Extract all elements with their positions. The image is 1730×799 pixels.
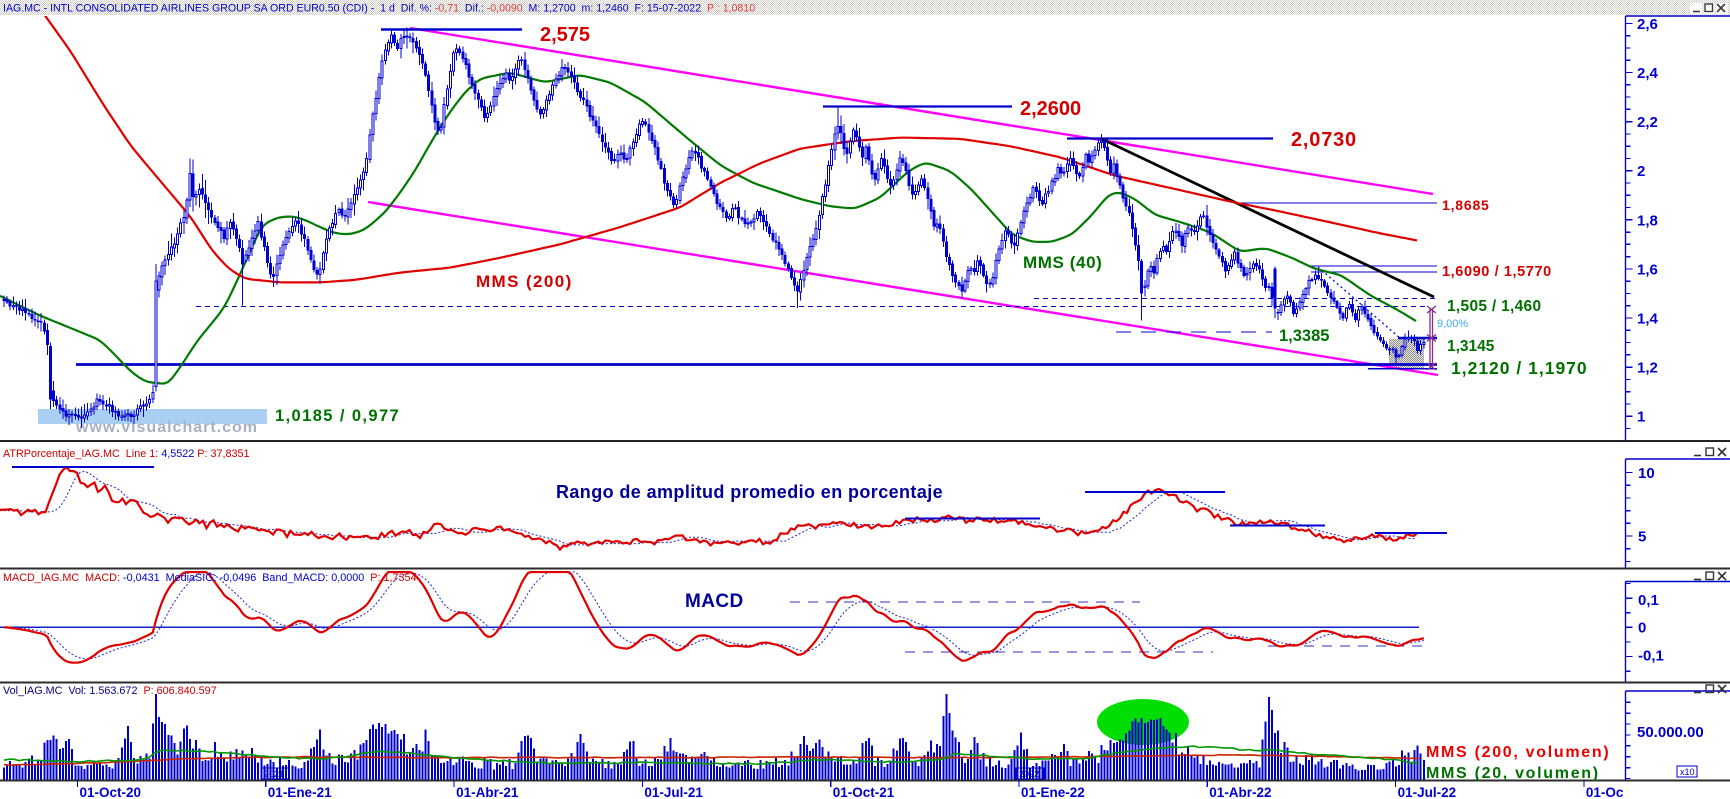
svg-text:MACD_IAG.MC MACD: -0,0431 Me: MACD_IAG.MC MACD: -0,0431 MediaSIG: -0,0… (3, 572, 417, 584)
svg-text:1,4: 1,4 (1637, 311, 1659, 328)
svg-text:MMS (200): MMS (200) (476, 272, 573, 291)
svg-text:1,0185 / 0,977: 1,0185 / 0,977 (275, 407, 400, 425)
svg-text:ATRPorcentaje_IAG.MC Line 1:: ATRPorcentaje_IAG.MC Line 1: 4,5522 P: 3… (3, 448, 250, 460)
svg-text:Vol_IAG.MC Vol: 1.563.672 P:: Vol_IAG.MC Vol: 1.563.672 P: 606.840.597 (3, 685, 217, 697)
svg-text:01-Abr-22: 01-Abr-22 (1209, 785, 1271, 799)
svg-text:9,00%: 9,00% (1437, 318, 1468, 330)
svg-text:1: 1 (1637, 409, 1645, 426)
svg-text:1,8: 1,8 (1637, 212, 1658, 229)
svg-text:MMS (20, volumen): MMS (20, volumen) (1426, 765, 1600, 782)
svg-text:0,1: 0,1 (1638, 592, 1659, 609)
svg-text:01-Ene-21: 01-Ene-21 (268, 785, 332, 799)
svg-text:www.visualchart.com: www.visualchart.com (75, 419, 258, 436)
svg-text:01-Jul-21: 01-Jul-21 (644, 785, 703, 799)
svg-text:2,0730: 2,0730 (1291, 129, 1357, 151)
svg-text:1,3145: 1,3145 (1447, 338, 1495, 355)
svg-text:MMS (200, volumen): MMS (200, volumen) (1426, 744, 1610, 761)
svg-text:1,2120 / 1,1970: 1,2120 / 1,1970 (1451, 358, 1588, 378)
svg-text:2,2: 2,2 (1637, 114, 1658, 131)
svg-text:01-Oc: 01-Oc (1586, 785, 1624, 799)
svg-text:MACD: MACD (685, 591, 744, 612)
svg-text:1,2: 1,2 (1637, 360, 1658, 377)
svg-text:50.000.00: 50.000.00 (1637, 724, 1704, 741)
svg-text:-0,1: -0,1 (1638, 648, 1664, 665)
svg-text:Rango de amplitud promedio en: Rango de amplitud promedio en porcentaje (556, 482, 943, 502)
svg-text:2,6: 2,6 (1637, 16, 1658, 33)
svg-text:1,6090 / 1,5770: 1,6090 / 1,5770 (1442, 264, 1552, 280)
svg-text:x10: x10 (1680, 767, 1695, 777)
svg-text:2,575: 2,575 (540, 24, 590, 46)
svg-text:1,3385: 1,3385 (1279, 327, 1329, 345)
svg-text:01-Jul-22: 01-Jul-22 (1398, 785, 1457, 799)
svg-text:1,505 / 1,460: 1,505 / 1,460 (1447, 298, 1541, 315)
svg-text:1,6: 1,6 (1637, 261, 1658, 278)
svg-text:0: 0 (1638, 620, 1646, 637)
svg-text:2: 2 (1637, 163, 1645, 180)
svg-text:01-Oct-20: 01-Oct-20 (80, 785, 142, 799)
svg-text:01-Abr-21: 01-Abr-21 (456, 785, 519, 799)
svg-text:01-Ene-22: 01-Ene-22 (1021, 785, 1085, 799)
svg-text:2022: 2022 (1019, 769, 1039, 779)
svg-text:IAG.MC - INTL CONSOLIDATED AIR: IAG.MC - INTL CONSOLIDATED AIRLINES GROU… (3, 3, 755, 15)
svg-text:1,8685: 1,8685 (1442, 197, 1490, 213)
svg-text:10: 10 (1638, 465, 1655, 482)
svg-text:01-Oct-21: 01-Oct-21 (833, 785, 895, 799)
svg-text:2,2600: 2,2600 (1020, 98, 1081, 120)
svg-text:5: 5 (1638, 529, 1646, 546)
svg-text:MMS (40): MMS (40) (1023, 253, 1102, 272)
svg-text:2,4: 2,4 (1637, 65, 1659, 82)
